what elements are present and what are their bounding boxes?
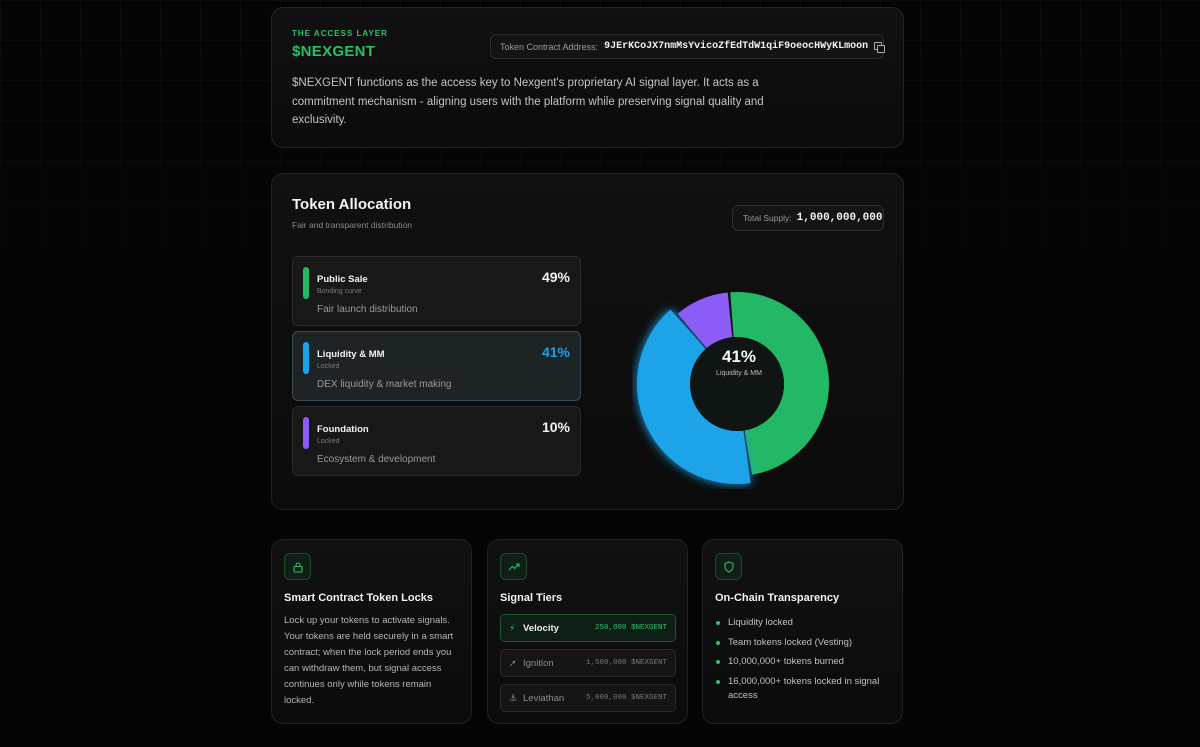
anchor-icon: ⚓ (509, 692, 518, 703)
donut-slice-foundation[interactable] (677, 292, 733, 349)
contract-address-box[interactable]: Token Contract Address: 9JErKCoJX7nmMsYv… (490, 34, 886, 59)
allocation-description: DEX liquidity & market making (317, 379, 452, 390)
transparency-title: On-Chain Transparency (715, 592, 840, 604)
list-item: 16,000,000+ tokens locked in signal acce… (715, 675, 895, 703)
list-item: 10,000,000+ tokens burned (715, 655, 895, 669)
list-item: Liquidity locked (715, 616, 895, 630)
token-allocation-card: Token Allocation Fair and transparent di… (271, 173, 904, 510)
tier-amount: 5,000,000 $NEXGENT (585, 694, 667, 702)
total-supply-label: Total Supply: (743, 213, 792, 223)
tier-name: Ignition (523, 657, 554, 669)
shield-icon (715, 553, 742, 580)
allocation-item-foundation[interactable]: Foundation Locked Ecosystem & developmen… (292, 406, 581, 476)
allocation-description: Ecosystem & development (317, 454, 436, 465)
allocation-tag: Locked (317, 438, 340, 445)
tier-name: Velocity (523, 622, 559, 634)
rocket-icon: ➚ (509, 657, 517, 668)
access-layer-card: THE ACCESS LAYER $NEXGENT Token Contract… (271, 7, 904, 148)
tier-name: Leviathan (523, 692, 565, 704)
donut-hole (690, 337, 784, 431)
allocation-percent: 41% (541, 344, 570, 360)
allocation-percent: 49% (541, 269, 570, 285)
tier-velocity[interactable]: ⚡ Velocity 250,000 $NEXGENT (500, 614, 676, 642)
allocation-color-bar (303, 267, 309, 299)
allocation-color-bar (303, 342, 309, 374)
allocation-name: Liquidity & MM (317, 349, 385, 360)
allocation-title: Token Allocation (292, 196, 412, 213)
allocation-donut-chart[interactable] (632, 279, 842, 489)
allocation-description: Fair launch distribution (317, 304, 418, 315)
donut-slice-public-sale[interactable] (730, 292, 829, 475)
section-eyebrow: THE ACCESS LAYER (292, 29, 388, 38)
donut-center-percent: 41% (721, 347, 757, 366)
allocation-tag: Bonding curve (317, 288, 362, 295)
tier-ignition[interactable]: ➚ Ignition 1,500,000 $NEXGENT (500, 649, 676, 677)
total-supply-badge: Total Supply: 1,000,000,000 (732, 205, 884, 231)
token-ticker: $NEXGENT (292, 43, 376, 60)
allocation-tag: Locked (317, 363, 340, 370)
allocation-percent: 10% (541, 419, 570, 435)
allocation-name: Public Sale (317, 274, 368, 285)
allocation-item-public-sale[interactable]: Public Sale Bonding curve Fair launch di… (292, 256, 581, 326)
list-item: Team tokens locked (Vesting) (715, 636, 895, 650)
token-locks-card: Smart Contract Token Locks Lock up your … (271, 539, 472, 724)
total-supply-value: 1,000,000,000 (796, 212, 883, 224)
tier-amount: 1,500,000 $NEXGENT (585, 659, 667, 667)
transparency-list: Liquidity locked Team tokens locked (Ves… (715, 616, 895, 708)
allocation-color-bar (303, 417, 309, 449)
donut-slice-liquidity-mm[interactable] (637, 309, 751, 484)
transparency-card: On-Chain Transparency Liquidity locked T… (702, 539, 903, 724)
tiers-title: Signal Tiers (500, 592, 563, 604)
allocation-subtitle: Fair and transparent distribution (292, 220, 413, 230)
tier-amount: 250,000 $NEXGENT (594, 624, 667, 632)
locks-body: Lock up your tokens to activate signals.… (284, 615, 454, 706)
tier-leviathan[interactable]: ⚓ Leviathan 5,000,000 $NEXGENT (500, 684, 676, 712)
donut-center-name: Liquidity & MM (716, 370, 762, 377)
locks-title: Smart Contract Token Locks (284, 592, 433, 604)
allocation-item-liquidity[interactable]: Liquidity & MM Locked DEX liquidity & ma… (292, 331, 581, 401)
allocation-name: Foundation (317, 424, 369, 435)
bolt-icon: ⚡ (509, 622, 516, 633)
signal-tiers-card: Signal Tiers ⚡ Velocity 250,000 $NEXGENT… (487, 539, 688, 724)
access-description: $NEXGENT functions as the access key to … (292, 77, 764, 126)
contract-address-value[interactable]: 9JErKCoJX7nmMsYvicoZfEdTdW1qiF9oeocHWyKL… (604, 41, 869, 52)
contract-address-label: Token Contract Address: (500, 41, 599, 52)
trending-up-icon (500, 553, 527, 580)
lock-icon (284, 553, 311, 580)
donut-center-label: 41% Liquidity & MM (697, 347, 781, 377)
